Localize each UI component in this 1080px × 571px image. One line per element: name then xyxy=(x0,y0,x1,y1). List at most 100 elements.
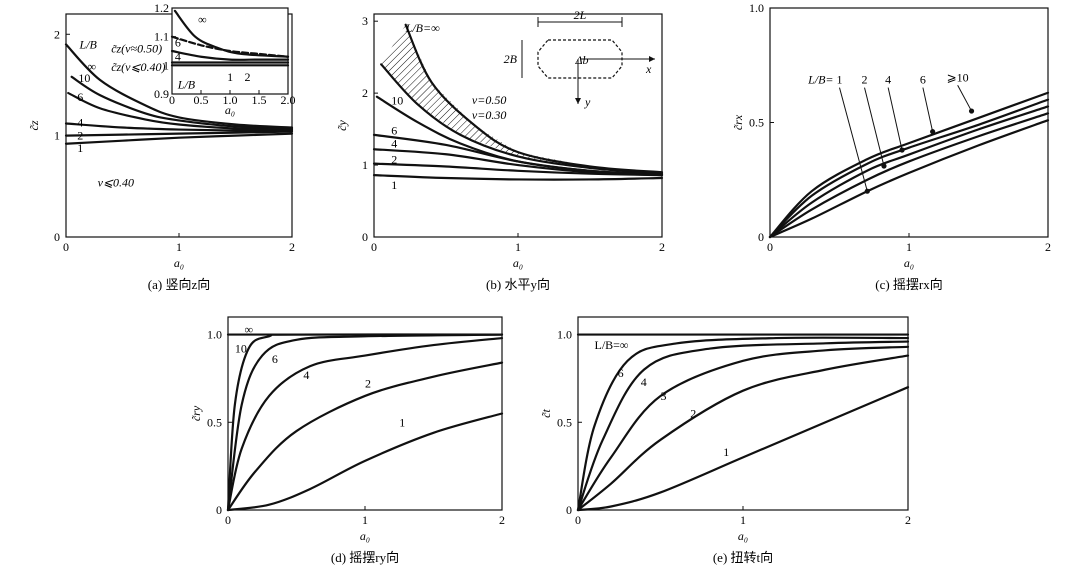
hatched-band xyxy=(381,24,662,174)
width-label: 2L xyxy=(574,8,587,22)
annotation: v=0.50 xyxy=(472,93,506,107)
x-axis-name: x xyxy=(645,62,652,76)
series-label: 6 xyxy=(272,352,278,366)
series-line xyxy=(226,333,504,512)
series-line xyxy=(226,336,504,512)
x-tick-label: 0 xyxy=(225,513,231,527)
leader-line xyxy=(922,87,934,132)
x-axis-label: a₀ xyxy=(360,529,370,543)
y-axis-label: c̃y xyxy=(335,120,349,131)
annotation: v⩽0.40 xyxy=(98,175,134,189)
section-sketch: 2L 2B Δb x y xyxy=(504,8,655,109)
series-line xyxy=(768,112,1050,239)
chart-d: 0 1 2 0 0.5 1.0 a₀ c̃ry 1 2 4 6 10 ∞ (d) 摇摆ry向 xyxy=(189,316,505,565)
leader-line xyxy=(864,87,885,167)
x-tick-label: 0.5 xyxy=(194,93,209,107)
y-tick-label: 1.0 xyxy=(557,328,572,342)
series-line xyxy=(170,49,290,61)
x-tick-label: 2.0 xyxy=(281,93,296,107)
leader-dot xyxy=(899,147,905,153)
series-line xyxy=(372,148,664,177)
series-label: L/B=∞ xyxy=(595,338,629,352)
series-line xyxy=(380,63,664,175)
height-label: 2B xyxy=(504,52,518,66)
leader-dot xyxy=(930,129,936,135)
series-line xyxy=(64,132,294,145)
series-line xyxy=(67,91,294,131)
y-tick-label: 0.9 xyxy=(154,87,169,101)
series-label: 4 xyxy=(885,73,891,87)
x-tick-label: 0 xyxy=(575,513,581,527)
series-line xyxy=(64,43,294,129)
leader-dot xyxy=(968,108,975,114)
plot-frame xyxy=(227,316,503,511)
series-label: 4 xyxy=(77,115,83,129)
y-tick-label: 0 xyxy=(216,503,222,517)
y-tick-label: 2 xyxy=(54,27,60,41)
series-label: 2 xyxy=(690,407,696,421)
series-line xyxy=(768,105,1050,239)
y-tick-label: 3 xyxy=(362,14,368,28)
x-tick-label: 0 xyxy=(371,240,377,254)
series-label: 1 xyxy=(399,415,405,429)
series-label: 1 xyxy=(77,141,83,155)
series-line xyxy=(404,23,664,174)
series-label: 2 xyxy=(862,73,868,87)
series-line xyxy=(372,174,664,181)
series-label: 1 xyxy=(227,70,233,84)
series-line xyxy=(70,75,294,130)
series-line xyxy=(576,345,910,512)
leader-line xyxy=(957,85,972,112)
series-line xyxy=(576,340,910,512)
chart-caption: (e) 扭转t向 xyxy=(713,550,773,565)
y-tick-label: 1 xyxy=(54,129,60,143)
series-line xyxy=(226,333,504,512)
series-label: 3 xyxy=(661,389,667,403)
series-label: 4 xyxy=(391,136,397,150)
series-label: 6 xyxy=(175,35,181,49)
y-tick-label: 1.0 xyxy=(207,328,222,342)
series-line xyxy=(768,119,1050,239)
series-line xyxy=(64,122,294,132)
series-label: 4 xyxy=(303,368,309,382)
x-tick-label: 2 xyxy=(289,240,295,254)
center-label: Δb xyxy=(574,53,588,67)
series-line xyxy=(576,386,910,512)
series-line xyxy=(768,91,1050,239)
annotation: c̃z(v⩽0.40) xyxy=(111,60,165,74)
y-axis-label: c̃z xyxy=(27,120,41,130)
y-tick-label: 0 xyxy=(362,230,368,244)
series-label: ∞ xyxy=(244,322,253,336)
chart-caption: (c) 摇摆rx向 xyxy=(875,277,943,292)
series-label: 10 xyxy=(78,71,90,85)
series-line xyxy=(768,98,1050,239)
series-label: 1 xyxy=(837,73,843,87)
plot-frame xyxy=(373,13,663,238)
x-tick-label: 2 xyxy=(499,513,505,527)
chart-e: 0 1 2 0 0.5 1.0 a₀ c̃t 1 2 34 6 L/B=∞ (e) 扭转t向 xyxy=(539,316,911,565)
y-tick-label: 0 xyxy=(566,503,572,517)
series-label: 1 xyxy=(723,445,729,459)
x-tick-label: 1 xyxy=(176,240,182,254)
x-tick-label: 0 xyxy=(63,240,69,254)
y-tick-label: 2 xyxy=(362,86,368,100)
x-tick-label: 2 xyxy=(659,240,665,254)
x-arrowhead xyxy=(649,56,655,62)
series-label: ∞ xyxy=(87,60,96,74)
x-axis-label: a₀ xyxy=(904,256,914,270)
leader-line xyxy=(887,87,903,151)
x-tick-label: 1 xyxy=(906,240,912,254)
y-tick-label: 1 xyxy=(163,58,169,72)
chart-caption: (d) 摇摆ry向 xyxy=(331,550,399,565)
series-line xyxy=(226,361,504,512)
series-line xyxy=(576,336,910,512)
leader-line xyxy=(839,87,868,192)
x-tick-label: 0 xyxy=(767,240,773,254)
x-tick-label: 1 xyxy=(740,513,746,527)
y-arrowhead xyxy=(575,98,581,104)
series-line xyxy=(576,354,910,512)
leader-dot xyxy=(881,163,887,169)
x-axis-label: a₀ xyxy=(225,103,235,117)
x-axis-label: a₀ xyxy=(738,529,748,543)
